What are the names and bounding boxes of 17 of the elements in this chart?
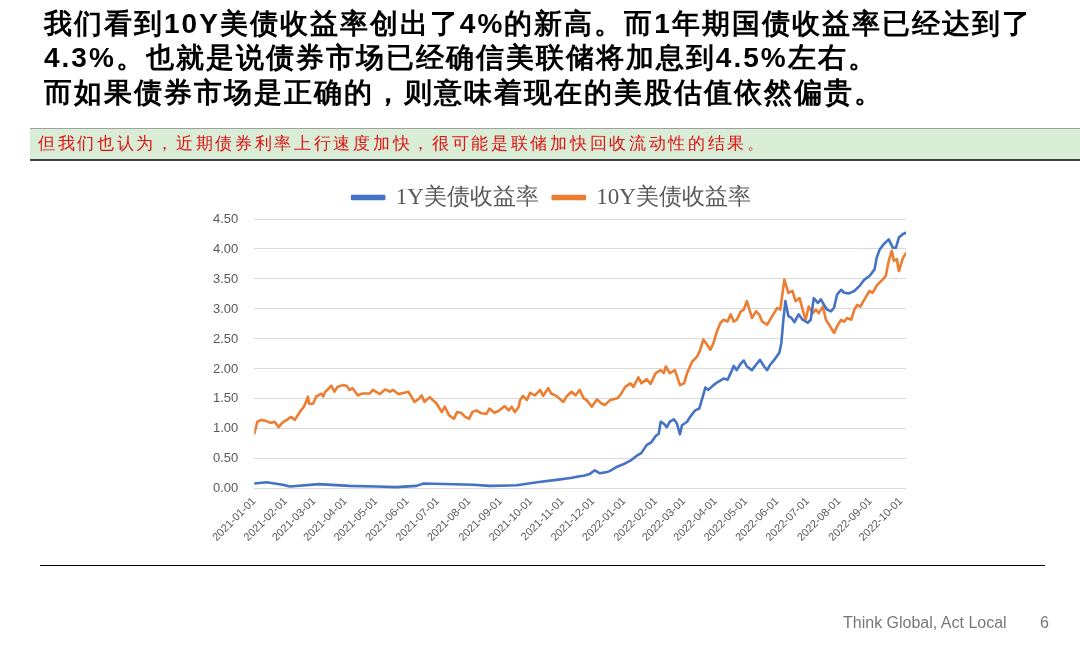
y-tick-label: 1.00 (212, 420, 239, 436)
y-tick-label: 0.00 (212, 480, 239, 496)
legend-label: 1Y美债收益率 (395, 183, 539, 209)
y-tick-label: 2.00 (212, 360, 239, 376)
y-tick-label: 4.50 (212, 210, 239, 226)
text: 6 (1040, 614, 1049, 632)
text: Think Global, Act Local (843, 614, 1007, 632)
text: 但我们也认为，近期债券利率上行速度加快，很可能是联储加快回收流动性的结果。 (38, 133, 767, 155)
y-tick-label: 3.50 (212, 270, 239, 286)
chart-title: 我们看到10Y美债收益率创出了4%的新高。而1年期国债收益率已经达到了4.3%。也就是说债券市场已经确信美联储将加息到4.5%左右。 (44, 7, 1033, 75)
y-tick-label: 1.50 (212, 390, 239, 406)
y-tick-label: 4.00 (212, 240, 239, 256)
y-tick-label: 2.50 (212, 330, 239, 346)
y-tick-label: 0.50 (212, 450, 239, 466)
y-tick-label: 3.00 (212, 300, 239, 316)
chart-subtitle: 而如果债券市场是正确的，则意味着现在的美股估值依然偏贵。 (44, 76, 885, 110)
legend-label: 10Y美债收益率 (596, 183, 751, 209)
